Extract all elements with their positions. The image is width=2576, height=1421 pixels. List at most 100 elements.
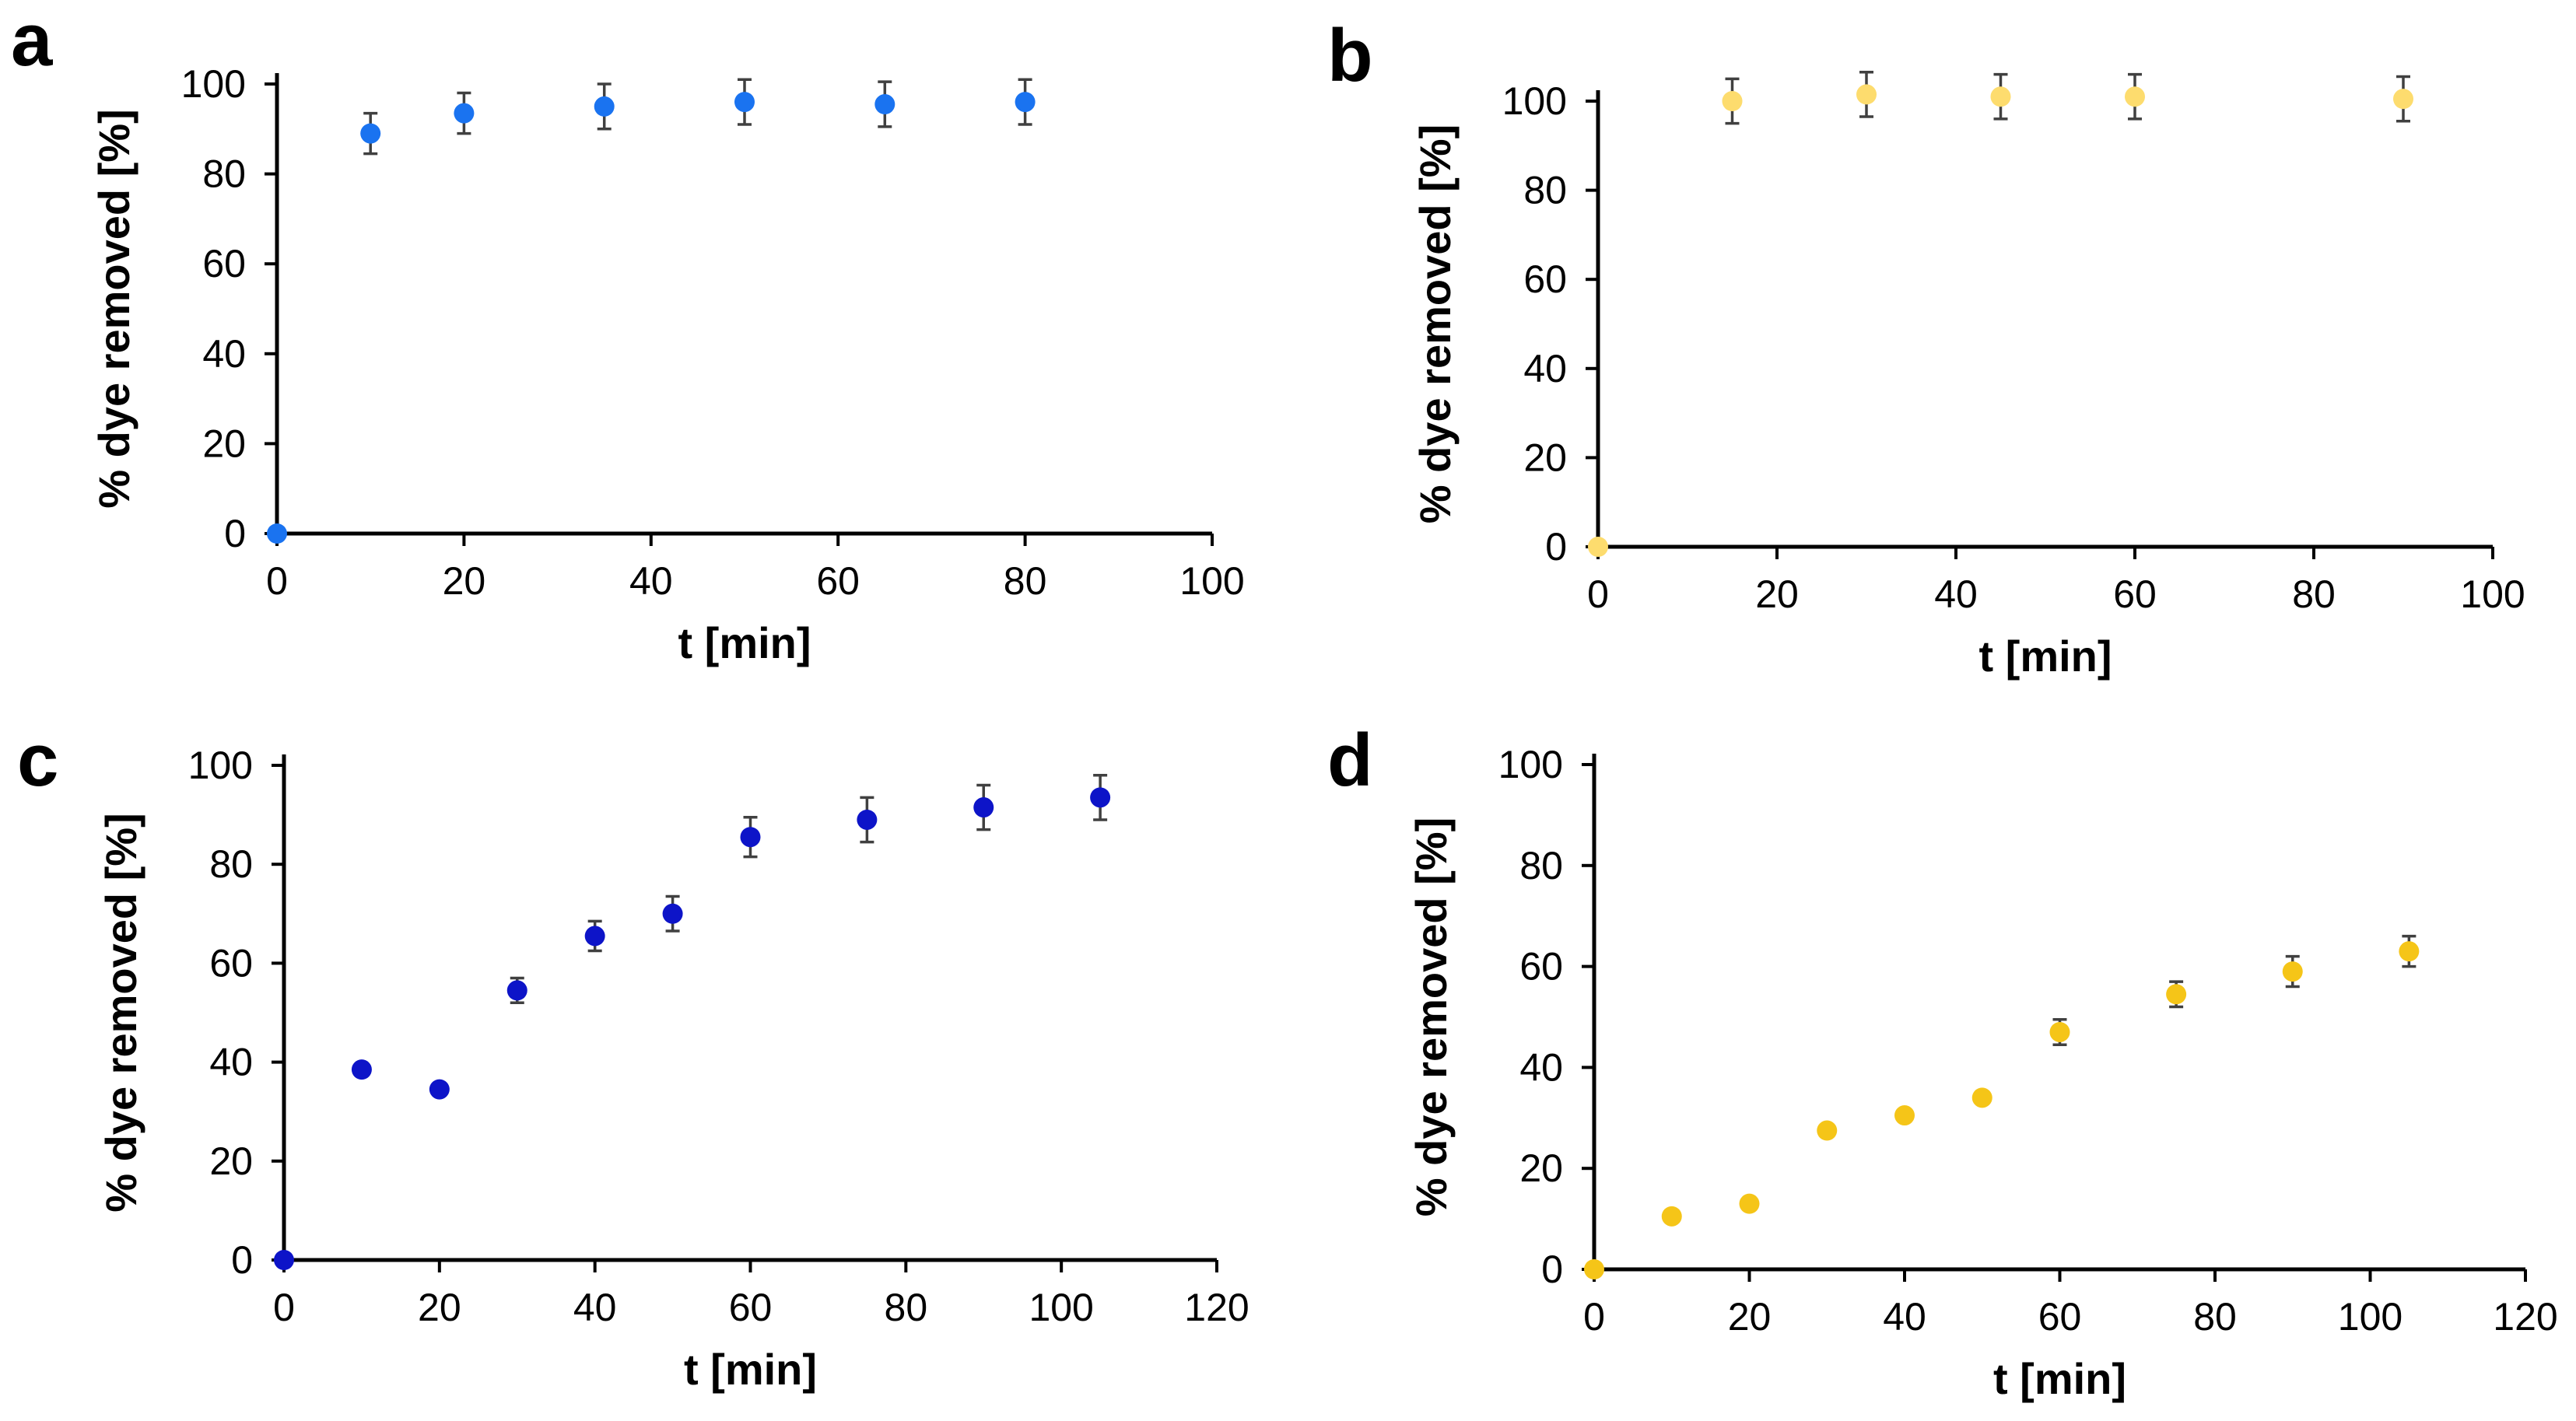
y-tick-label: 20 <box>1519 1146 1563 1190</box>
data-point <box>1817 1120 1838 1141</box>
x-tick-label: 0 <box>273 1286 295 1329</box>
data-point <box>874 94 895 115</box>
data-point <box>857 809 878 830</box>
x-tick-label: 40 <box>1934 572 1978 616</box>
x-tick-label: 80 <box>2292 572 2336 616</box>
x-axis-title: t [min] <box>678 618 811 667</box>
data-point <box>2399 941 2420 962</box>
x-tick-label: 20 <box>443 559 486 603</box>
data-point <box>973 797 994 818</box>
y-tick-label: 100 <box>188 744 253 787</box>
y-tick-label: 0 <box>1545 525 1567 569</box>
x-tick-label: 0 <box>1587 572 1609 616</box>
x-tick-label: 20 <box>1755 572 1799 616</box>
x-tick-label: 40 <box>629 559 673 603</box>
y-tick-label: 40 <box>1523 347 1567 390</box>
panel-label: d <box>1327 719 1373 802</box>
y-tick-label: 60 <box>202 242 246 285</box>
x-axis-title: t [min] <box>684 1345 817 1394</box>
y-axis-title: % dye removed [%] <box>89 109 138 509</box>
y-tick-label: 40 <box>202 332 246 376</box>
data-point <box>1015 92 1036 113</box>
data-point <box>740 827 761 848</box>
y-tick-label: 0 <box>231 1238 253 1282</box>
y-tick-label: 40 <box>209 1041 253 1084</box>
y-tick-label: 80 <box>1523 169 1567 212</box>
y-tick-label: 40 <box>1519 1045 1563 1089</box>
data-point <box>360 123 381 144</box>
chart-panel-c: c 0 20 40 60 80 100 120 0 20 40 60 80 100 t [min] % dye… <box>17 719 1249 1394</box>
x-tick-label: 80 <box>1004 559 1047 603</box>
data-point <box>429 1079 450 1100</box>
chart-panel-d: d 0 20 40 60 80 100 120 0 20 40 60 80 100 t [min] % dye… <box>1327 719 2558 1403</box>
x-tick-label: 60 <box>816 559 860 603</box>
data-point <box>1856 84 1877 105</box>
x-tick-label: 60 <box>2113 572 2157 616</box>
y-tick-label: 0 <box>1541 1248 1563 1291</box>
data-point <box>2282 961 2303 982</box>
data-point <box>584 926 605 947</box>
y-tick-label: 100 <box>1498 743 1563 786</box>
x-tick-label: 40 <box>573 1286 617 1329</box>
data-point <box>734 92 755 113</box>
data-point <box>1971 1087 1992 1108</box>
y-tick-label: 80 <box>1519 844 1563 887</box>
y-axis-title: % dye removed [%] <box>96 813 145 1213</box>
data-point <box>454 103 475 124</box>
chart-panel-b: b 0 20 40 60 80 100 0 20 40 60 80 100 t [min] % dye re… <box>1327 14 2525 681</box>
y-tick-label: 60 <box>1519 945 1563 989</box>
x-tick-label: 20 <box>1728 1295 1772 1339</box>
data-point <box>1990 86 2011 107</box>
y-tick-label: 100 <box>181 62 246 106</box>
data-point <box>267 523 287 544</box>
x-tick-label: 0 <box>1583 1295 1605 1339</box>
x-tick-label: 100 <box>1029 1286 1093 1329</box>
data-point <box>2393 89 2413 110</box>
x-tick-label: 100 <box>2460 572 2525 616</box>
x-tick-label: 60 <box>729 1286 773 1329</box>
y-tick-label: 20 <box>209 1139 253 1183</box>
y-tick-label: 60 <box>1523 257 1567 301</box>
y-tick-label: 20 <box>202 422 246 465</box>
x-tick-label: 120 <box>2493 1295 2557 1339</box>
data-point <box>1661 1206 1682 1227</box>
data-point <box>351 1059 372 1080</box>
y-tick-label: 0 <box>224 512 246 555</box>
data-point <box>1722 91 1743 111</box>
data-point <box>2125 86 2145 107</box>
data-point <box>2049 1021 2070 1042</box>
x-tick-label: 120 <box>1184 1286 1249 1329</box>
panel-label: a <box>11 0 53 82</box>
data-point <box>594 96 615 117</box>
y-tick-label: 80 <box>202 152 246 196</box>
panel-label: b <box>1327 14 1373 97</box>
x-tick-label: 80 <box>2193 1295 2237 1339</box>
y-tick-label: 20 <box>1523 436 1567 479</box>
x-tick-label: 40 <box>1883 1295 1926 1339</box>
x-tick-label: 100 <box>1179 559 1244 603</box>
y-tick-label: 80 <box>209 842 253 886</box>
data-point <box>662 903 683 924</box>
x-tick-label: 0 <box>266 559 288 603</box>
x-axis-title: t [min] <box>1978 632 2112 681</box>
data-point <box>2166 984 2187 1005</box>
chart-panel-a: a 0 20 40 60 80 100 0 20 40 60 80 100 t [min] % dye re… <box>11 0 1245 667</box>
data-point <box>1584 1259 1604 1279</box>
data-point <box>506 980 527 1001</box>
data-point <box>1090 787 1111 808</box>
x-tick-label: 60 <box>2038 1295 2082 1339</box>
data-point <box>1894 1105 1915 1126</box>
y-tick-label: 60 <box>209 941 253 985</box>
x-tick-label: 80 <box>885 1286 928 1329</box>
x-axis-title: t [min] <box>1993 1354 2126 1403</box>
panel-label: c <box>17 719 58 802</box>
x-tick-label: 20 <box>418 1286 461 1329</box>
y-tick-label: 100 <box>1502 79 1567 123</box>
y-axis-title: % dye removed [%] <box>1407 817 1456 1217</box>
data-point <box>1588 537 1608 557</box>
data-point <box>1739 1193 1760 1214</box>
y-axis-title: % dye removed [%] <box>1411 124 1460 524</box>
x-tick-label: 100 <box>2338 1295 2403 1339</box>
data-point <box>274 1250 294 1270</box>
